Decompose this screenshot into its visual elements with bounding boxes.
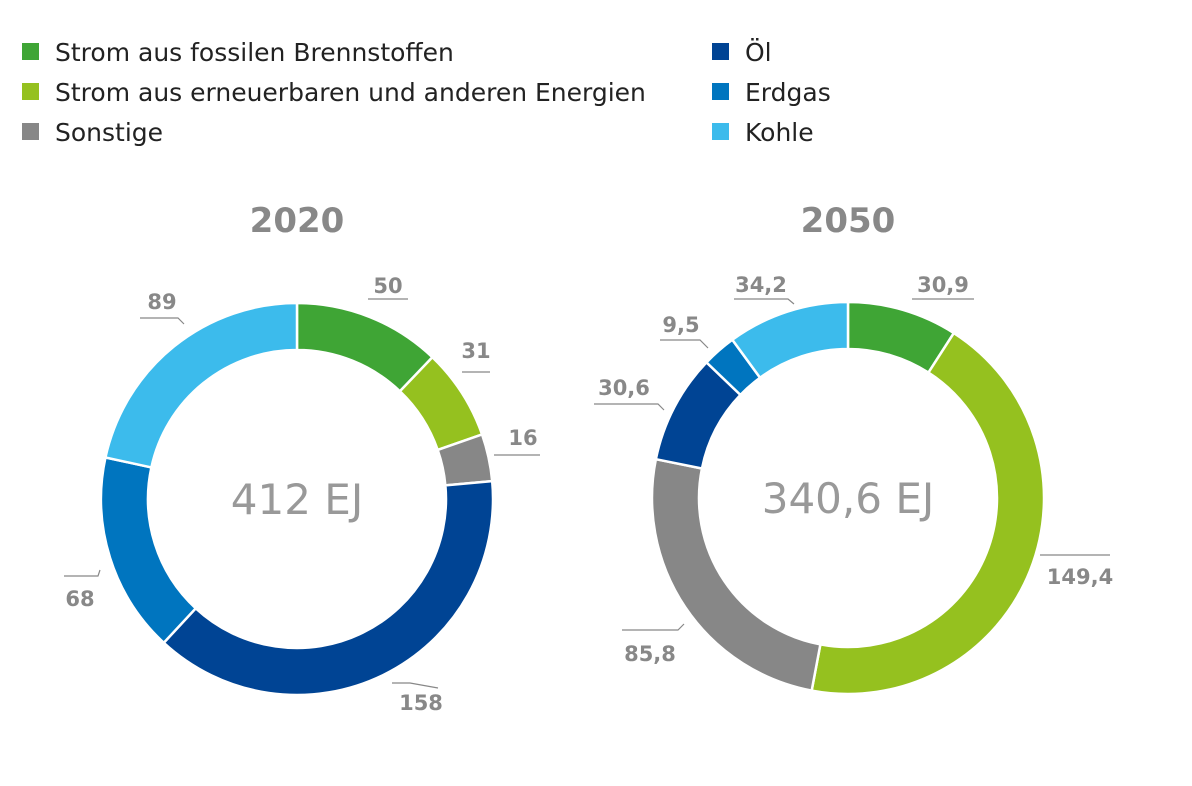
leader-line-other bbox=[622, 623, 685, 631]
data-label-renew: 31 bbox=[461, 339, 490, 363]
legend: Strom aus fossilen Brennstoffen Strom aus… bbox=[22, 38, 831, 147]
data-label-fossil: 50 bbox=[373, 274, 402, 298]
leader-line-gas bbox=[660, 339, 709, 349]
chart-total-label: 412 EJ bbox=[231, 475, 363, 524]
data-label-coal: 89 bbox=[147, 290, 176, 314]
legend-swatch-coal bbox=[712, 123, 729, 140]
donut-segment-coal bbox=[730, 300, 850, 380]
legend-swatch-renew bbox=[22, 83, 39, 100]
donut-segment-oil bbox=[162, 479, 495, 697]
legend-label-fossil: Strom aus fossilen Brennstoffen bbox=[55, 38, 454, 67]
data-label-gas: 68 bbox=[65, 587, 94, 611]
donut-segment-renew bbox=[810, 331, 1046, 696]
donut-segment-gas bbox=[99, 455, 198, 645]
legend-swatch-other bbox=[22, 123, 39, 140]
chart-total-label: 340,6 EJ bbox=[762, 474, 935, 523]
legend-label-other: Sonstige bbox=[55, 118, 163, 147]
legend-label-gas: Erdgas bbox=[745, 78, 831, 107]
leader-line-coal bbox=[734, 298, 795, 305]
leader-line-oil bbox=[594, 403, 665, 411]
data-label-other: 16 bbox=[508, 426, 537, 450]
legend-label-renew: Strom aus erneuerbaren und anderen Energ… bbox=[55, 78, 646, 107]
leader-line-oil bbox=[392, 682, 439, 689]
leader-line-coal bbox=[140, 317, 185, 325]
legend-label-oil: Öl bbox=[745, 38, 772, 67]
chart-title: 2050 bbox=[801, 201, 896, 241]
data-label-oil: 158 bbox=[399, 691, 443, 715]
data-label-other: 85,8 bbox=[624, 642, 676, 666]
data-label-oil: 30,6 bbox=[598, 376, 650, 400]
legend-label-coal: Kohle bbox=[745, 118, 814, 147]
donut-chart-2020: 2020 412 EJ 50 31 16 158 68 89 bbox=[64, 201, 540, 715]
donut-chart-2050: 2050 340,6 EJ 30,9 149,4 85,8 30,6 9,5 34,2 bbox=[594, 201, 1113, 696]
leader-line-gas bbox=[64, 569, 101, 577]
data-label-renew: 149,4 bbox=[1047, 565, 1113, 589]
chart-title: 2020 bbox=[250, 201, 345, 241]
data-label-coal: 34,2 bbox=[735, 273, 787, 297]
data-label-gas: 9,5 bbox=[662, 313, 699, 337]
legend-swatch-fossil bbox=[22, 43, 39, 60]
legend-swatch-oil bbox=[712, 43, 729, 60]
donut-segment-coal bbox=[103, 301, 299, 469]
legend-swatch-gas bbox=[712, 83, 729, 100]
data-label-fossil: 30,9 bbox=[917, 273, 969, 297]
